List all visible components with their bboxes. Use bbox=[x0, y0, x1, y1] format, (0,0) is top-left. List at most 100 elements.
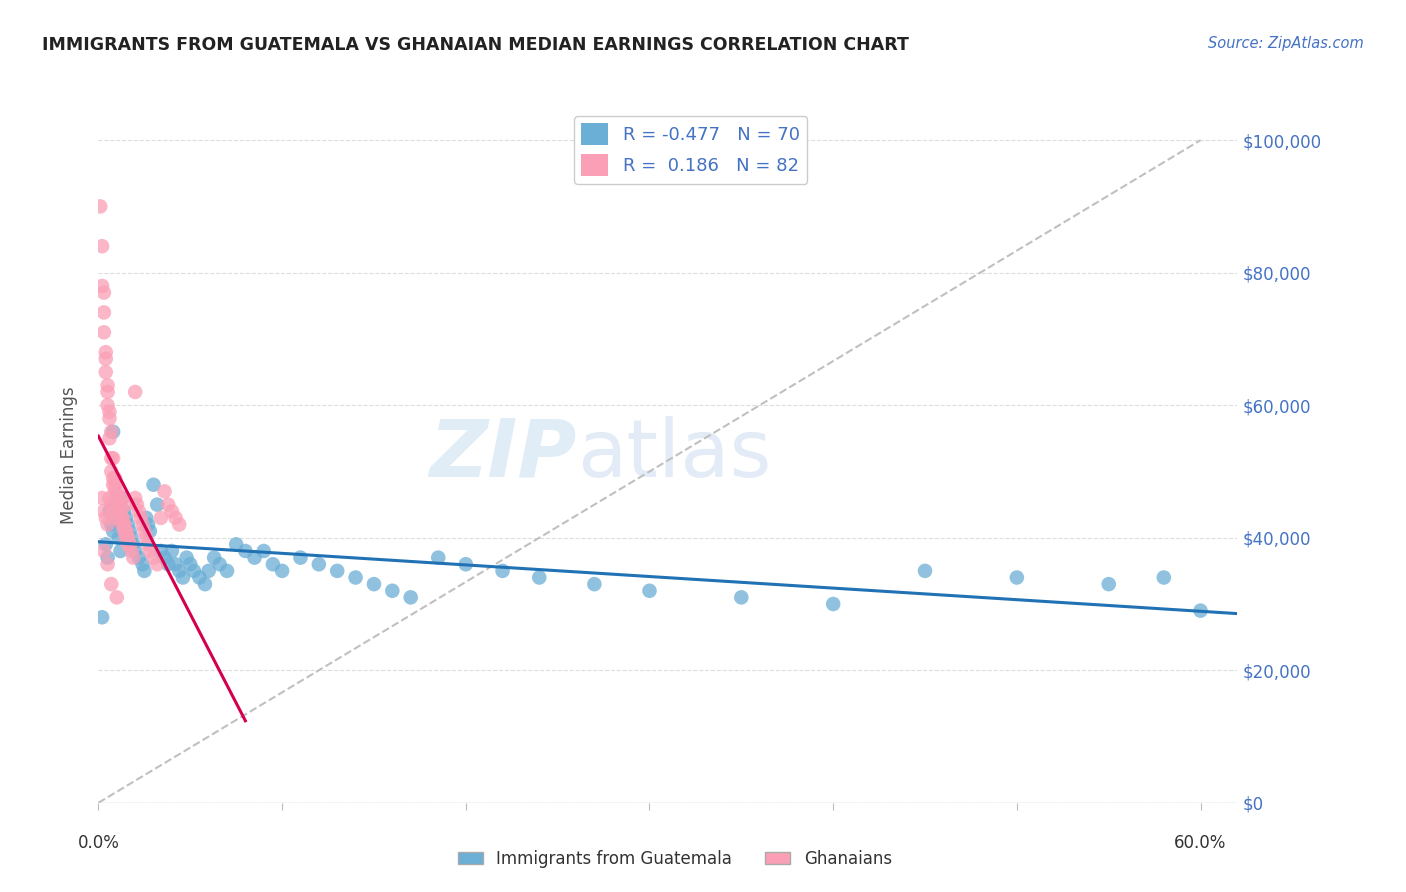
Point bbox=[105, 491, 128, 505]
Text: 60.0%: 60.0% bbox=[1174, 834, 1226, 852]
Point bbox=[105, 498, 128, 512]
Point bbox=[91, 610, 114, 624]
Point bbox=[105, 591, 128, 605]
Point bbox=[97, 550, 120, 565]
Y-axis label: Median Earnings: Median Earnings bbox=[59, 386, 77, 524]
Point bbox=[1153, 570, 1175, 584]
Point bbox=[104, 477, 127, 491]
Point bbox=[124, 544, 146, 558]
Point bbox=[914, 564, 936, 578]
Point bbox=[97, 378, 120, 392]
Point bbox=[271, 564, 294, 578]
Point bbox=[100, 451, 122, 466]
Point bbox=[107, 498, 129, 512]
Point bbox=[128, 550, 150, 565]
Point bbox=[399, 591, 422, 605]
Point bbox=[97, 517, 120, 532]
Point bbox=[110, 511, 132, 525]
Point bbox=[110, 544, 132, 558]
Point bbox=[100, 577, 122, 591]
Point bbox=[104, 484, 127, 499]
Point bbox=[131, 517, 153, 532]
Point bbox=[179, 558, 201, 572]
Point bbox=[235, 544, 257, 558]
Point bbox=[491, 564, 513, 578]
Point bbox=[176, 550, 198, 565]
Point bbox=[253, 544, 276, 558]
Point bbox=[105, 491, 128, 505]
Point bbox=[98, 405, 121, 419]
Point bbox=[136, 537, 159, 551]
Point bbox=[97, 384, 120, 399]
Point bbox=[104, 511, 127, 525]
Point bbox=[94, 351, 117, 366]
Point bbox=[100, 498, 122, 512]
Point bbox=[121, 544, 143, 558]
Point bbox=[363, 577, 385, 591]
Point bbox=[93, 504, 115, 518]
Point bbox=[115, 498, 138, 512]
Point bbox=[121, 531, 143, 545]
Point bbox=[157, 498, 180, 512]
Point bbox=[326, 564, 349, 578]
Point bbox=[112, 504, 135, 518]
Point bbox=[104, 471, 127, 485]
Point bbox=[1005, 570, 1028, 584]
Point bbox=[94, 345, 117, 359]
Point bbox=[93, 305, 115, 319]
Point bbox=[115, 511, 138, 525]
Point bbox=[344, 570, 367, 584]
Legend: Immigrants from Guatemala, Ghanaians: Immigrants from Guatemala, Ghanaians bbox=[451, 844, 898, 875]
Point bbox=[117, 531, 139, 545]
Legend: R = -0.477   N = 70, R =  0.186   N = 82: R = -0.477 N = 70, R = 0.186 N = 82 bbox=[574, 116, 807, 184]
Point bbox=[142, 550, 165, 565]
Point bbox=[215, 564, 238, 578]
Point bbox=[112, 524, 135, 538]
Point bbox=[118, 537, 141, 551]
Point bbox=[118, 537, 141, 551]
Point bbox=[165, 511, 187, 525]
Point bbox=[153, 484, 176, 499]
Point bbox=[98, 431, 121, 445]
Point bbox=[202, 550, 225, 565]
Point bbox=[91, 491, 114, 505]
Point bbox=[94, 365, 117, 379]
Text: atlas: atlas bbox=[576, 416, 770, 494]
Point bbox=[823, 597, 845, 611]
Point bbox=[97, 558, 120, 572]
Point bbox=[135, 531, 157, 545]
Point bbox=[131, 558, 153, 572]
Point bbox=[142, 477, 165, 491]
Point bbox=[111, 511, 134, 525]
Point bbox=[194, 577, 217, 591]
Point bbox=[124, 384, 146, 399]
Point bbox=[111, 491, 134, 505]
Point bbox=[290, 550, 312, 565]
Point bbox=[111, 491, 134, 505]
Point bbox=[197, 564, 219, 578]
Point bbox=[107, 531, 129, 545]
Point bbox=[124, 491, 146, 505]
Point bbox=[111, 517, 134, 532]
Point bbox=[107, 504, 129, 518]
Point bbox=[381, 583, 404, 598]
Point bbox=[105, 511, 128, 525]
Point bbox=[135, 511, 157, 525]
Point bbox=[101, 477, 124, 491]
Point bbox=[153, 550, 176, 565]
Point bbox=[94, 511, 117, 525]
Point bbox=[105, 491, 128, 505]
Point bbox=[89, 199, 111, 213]
Point bbox=[149, 511, 172, 525]
Point bbox=[111, 511, 134, 525]
Point bbox=[98, 491, 121, 505]
Point bbox=[101, 524, 124, 538]
Point bbox=[118, 524, 141, 538]
Point bbox=[100, 425, 122, 439]
Point bbox=[93, 326, 115, 340]
Point bbox=[97, 398, 120, 412]
Point bbox=[104, 498, 127, 512]
Point bbox=[101, 471, 124, 485]
Point bbox=[117, 537, 139, 551]
Point bbox=[110, 504, 132, 518]
